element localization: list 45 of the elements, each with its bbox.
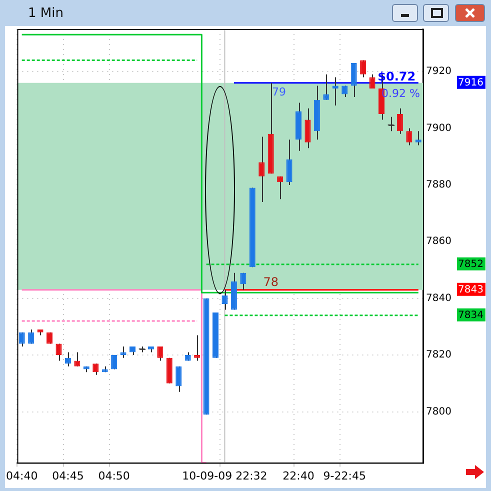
- chart-title: 1 Min: [28, 6, 64, 21]
- candlestick: [304, 108, 311, 149]
- candlestick: [157, 346, 164, 362]
- candlestick: [74, 352, 80, 367]
- candlestick: [258, 136, 265, 202]
- candlestick: [111, 354, 118, 370]
- candlestick: [360, 60, 366, 78]
- candlestick: [332, 76, 338, 106]
- annotation: $0.72: [378, 69, 416, 84]
- candlestick: [56, 343, 62, 362]
- candlestick: [194, 334, 200, 362]
- y-tick-label: 7820: [426, 350, 452, 361]
- y2-tick-label: 7843: [458, 284, 484, 296]
- y-tick-label: 7840: [426, 292, 452, 304]
- candlestick: [406, 128, 412, 146]
- candlestick: [64, 352, 71, 367]
- y-tick-label: 7860: [426, 236, 452, 248]
- candlestick: [286, 139, 292, 186]
- annotation: 79: [272, 86, 286, 99]
- x-tick-label: 04:45: [52, 469, 84, 482]
- y2-tick-label: 7916: [458, 77, 484, 88]
- candlestick: [396, 108, 403, 134]
- candlestick: [369, 74, 376, 90]
- y-tick-label: 7800: [426, 406, 452, 418]
- candlestick: [323, 74, 330, 100]
- y-tick-label: 7920: [426, 66, 452, 78]
- candlestick: [28, 329, 34, 344]
- x-tick-label: 9-22:45: [323, 469, 366, 482]
- x-tick-label: 04:40: [6, 469, 38, 482]
- candlestick: [120, 346, 126, 358]
- candlestick: [277, 176, 284, 200]
- x-tick-label: 10-09-09 22:32: [182, 469, 268, 482]
- x-tick-label: 22:40: [282, 469, 314, 482]
- y-tick-label: 7880: [426, 180, 452, 191]
- candlestick: [222, 289, 228, 310]
- candlestick: [240, 272, 246, 290]
- y2-tick-label: 7852: [458, 258, 484, 270]
- candlestick: [350, 62, 357, 98]
- x-tick-label: 04:50: [98, 469, 130, 482]
- candlestick: [18, 332, 25, 348]
- y-tick-label: 7900: [426, 122, 452, 134]
- y2-tick-label: 7834: [458, 310, 484, 321]
- annotation: 78: [263, 274, 278, 289]
- candlestick: [415, 130, 422, 146]
- candlestick: [176, 366, 182, 392]
